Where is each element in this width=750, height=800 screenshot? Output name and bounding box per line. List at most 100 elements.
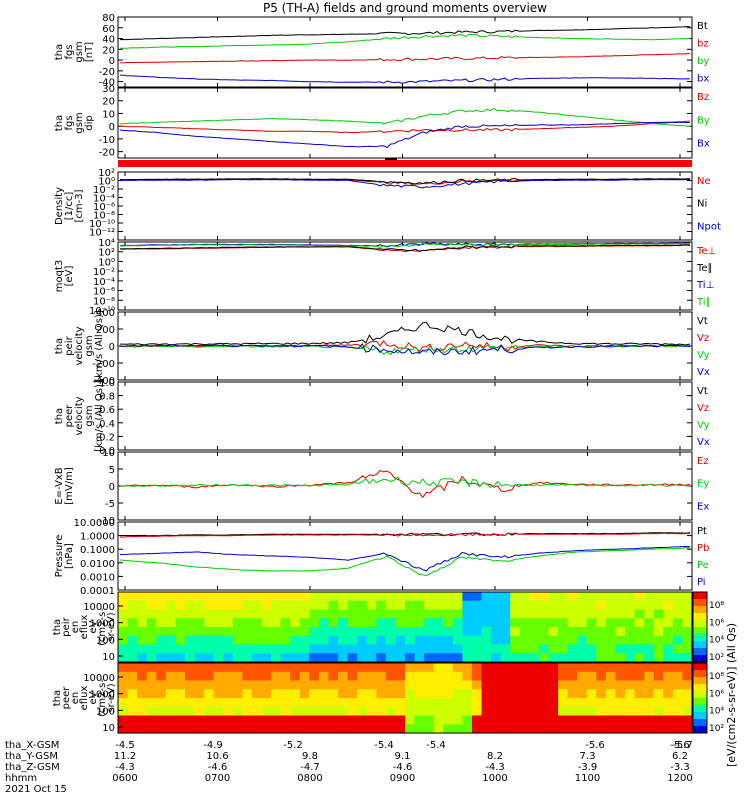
- y-axis-label: eV: [88, 691, 99, 704]
- heatmap-cell: [156, 680, 167, 690]
- heatmap-cell: [280, 644, 291, 654]
- y-tick-label: 0.1000: [80, 545, 115, 556]
- y-axis-label: Density: [54, 187, 65, 225]
- heatmap-cell: [309, 627, 320, 637]
- heatmap-cell: [414, 592, 425, 602]
- heatmap-cell: [299, 600, 310, 611]
- heatmap-cell: [184, 698, 196, 708]
- heatmap-cell: [615, 724, 626, 734]
- heatmap-cell: [653, 600, 664, 611]
- legend-label: Vx: [697, 367, 710, 378]
- y-axis-label: tha: [52, 619, 63, 635]
- heatmap-cell: [271, 618, 282, 628]
- heatmap-cell: [385, 644, 397, 654]
- heatmap-cell: [519, 706, 530, 717]
- heatmap-cell: [510, 724, 521, 734]
- colorbar-step: [693, 670, 707, 678]
- heatmap-cell: [118, 689, 129, 699]
- heatmap-cell: [414, 627, 425, 637]
- heatmap-cell: [405, 627, 416, 637]
- heatmap-cell: [586, 600, 597, 611]
- heatmap-cell: [137, 635, 148, 646]
- panel-frame: [117, 662, 693, 734]
- colorbar-step: [693, 698, 707, 706]
- heatmap-cell: [280, 680, 291, 690]
- heatmap-cell: [491, 680, 502, 690]
- panel-frame: [117, 381, 693, 451]
- y-tick-label: 0.2: [99, 432, 115, 443]
- heatmap-cell: [165, 653, 176, 663]
- legend-label: Ti∥: [696, 297, 711, 308]
- heatmap-cell: [118, 592, 129, 602]
- heatmap-cell: [500, 609, 511, 619]
- heatmap-cell: [424, 592, 435, 602]
- heatmap-cell: [318, 689, 330, 699]
- heatmap-cell: [443, 715, 454, 725]
- legend-label: Vy: [697, 350, 710, 361]
- heatmap-cell: [596, 671, 607, 682]
- heatmap-cell: [261, 592, 272, 602]
- heatmap-cell: [481, 715, 492, 725]
- colorbar-tick-label: 10⁴: [709, 636, 724, 646]
- heatmap-cell: [194, 689, 205, 699]
- footer-value: 9.8: [302, 751, 318, 762]
- heatmap-cell: [299, 653, 310, 663]
- heatmap-cell: [204, 706, 215, 717]
- y-axis-label: (cm2-s-: [97, 608, 108, 646]
- series-line-bx: [119, 74, 691, 84]
- y-axis-label: fgs: [64, 44, 75, 59]
- heatmap-cell: [529, 689, 540, 699]
- heatmap-cell: [357, 644, 368, 654]
- heatmap-cell: [357, 671, 368, 682]
- heatmap-cell: [165, 698, 176, 708]
- heatmap-cell: [213, 671, 224, 682]
- heatmap-cell: [156, 689, 167, 699]
- heatmap-cell: [175, 663, 186, 673]
- heatmap-cell: [625, 592, 636, 602]
- heatmap-cell: [156, 600, 167, 611]
- heatmap-cell: [223, 627, 234, 637]
- heatmap-cell: [500, 663, 511, 673]
- heatmap-cell: [127, 600, 138, 611]
- heatmap-cell: [280, 592, 291, 602]
- heatmap-cell: [596, 663, 607, 673]
- series-line-Bx: [119, 121, 690, 149]
- heatmap-cell: [424, 671, 435, 682]
- heatmap-cell: [510, 653, 521, 663]
- heatmap-cell: [261, 600, 272, 611]
- legend-label: Bz: [697, 92, 709, 103]
- heatmap-cell: [634, 618, 645, 628]
- footer-value: 1100: [575, 773, 600, 784]
- heatmap-cell: [290, 663, 301, 673]
- heatmap-cell: [194, 706, 205, 717]
- legend-label: bz: [697, 39, 709, 50]
- heatmap-cell: [567, 663, 578, 673]
- heatmap-cell: [357, 627, 368, 637]
- heatmap-cell: [663, 635, 674, 646]
- heatmap-cell: [290, 592, 301, 602]
- heatmap-cell: [481, 600, 492, 611]
- heatmap-cell: [251, 671, 263, 682]
- heatmap-cell: [682, 706, 693, 717]
- colorbar-tick-label: 10⁴: [709, 707, 724, 717]
- heatmap-cell: [558, 715, 569, 725]
- heatmap-cell: [290, 609, 301, 619]
- heatmap-cell: [118, 609, 129, 619]
- heatmap-cell: [510, 671, 521, 682]
- heatmap-cell: [663, 592, 674, 602]
- heatmap-cell: [251, 627, 263, 637]
- heatmap-cell: [232, 706, 243, 717]
- heatmap-cell: [251, 653, 263, 663]
- heatmap-cell: [481, 592, 492, 602]
- y-axis-label: dip: [84, 115, 95, 130]
- heatmap-cell: [644, 706, 655, 717]
- heatmap-cell: [309, 635, 320, 646]
- heatmap-cell: [538, 635, 550, 646]
- heatmap-cell: [127, 724, 138, 734]
- heatmap-cell: [529, 680, 540, 690]
- footer-value: 1000: [482, 773, 507, 784]
- heatmap-cell: [271, 663, 282, 673]
- heatmap-cell: [491, 706, 502, 717]
- heatmap-cell: [204, 600, 215, 611]
- heatmap-cell: [500, 698, 511, 708]
